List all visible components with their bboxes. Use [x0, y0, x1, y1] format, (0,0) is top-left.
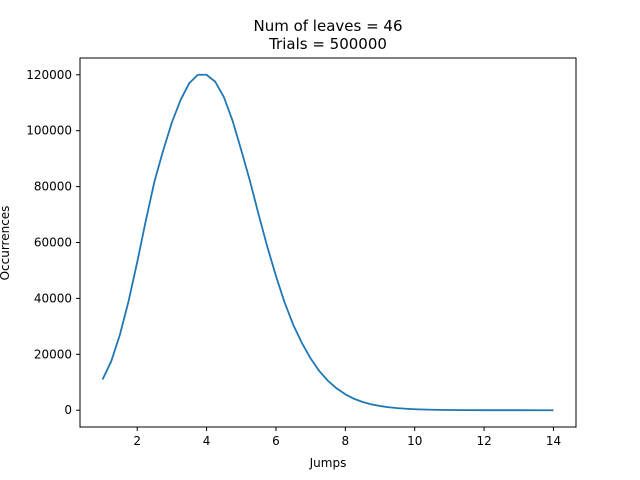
x-tick-label: 8: [342, 434, 350, 448]
y-axis-label: Occurrences: [0, 206, 12, 281]
x-tick-label: 4: [203, 434, 211, 448]
y-tick-label: 0: [64, 403, 72, 417]
x-tick-label: 12: [476, 434, 491, 448]
x-axis: 2 4 6 8 10 12 14: [133, 427, 561, 448]
y-tick-label: 20000: [34, 347, 72, 361]
series-line-0: [101, 73, 554, 412]
y-tick-label: 120000: [26, 68, 72, 82]
x-tick-label: 2: [133, 434, 141, 448]
x-axis-label: Jumps: [309, 456, 347, 470]
chart-title-line1: Num of leaves = 46: [253, 17, 402, 35]
x-tick-label: 10: [407, 434, 422, 448]
y-tick-label: 60000: [34, 236, 72, 250]
y-tick-label: 80000: [34, 180, 72, 194]
plot-area: [101, 73, 554, 412]
y-tick-label: 100000: [26, 124, 72, 138]
y-tick-label: 40000: [34, 291, 72, 305]
x-tick-label: 6: [272, 434, 280, 448]
x-tick-label: 14: [546, 434, 561, 448]
y-axis: 0 20000 40000 60000 80000 100000 120000: [26, 68, 80, 417]
chart-title-line2: Trials = 500000: [268, 35, 387, 53]
